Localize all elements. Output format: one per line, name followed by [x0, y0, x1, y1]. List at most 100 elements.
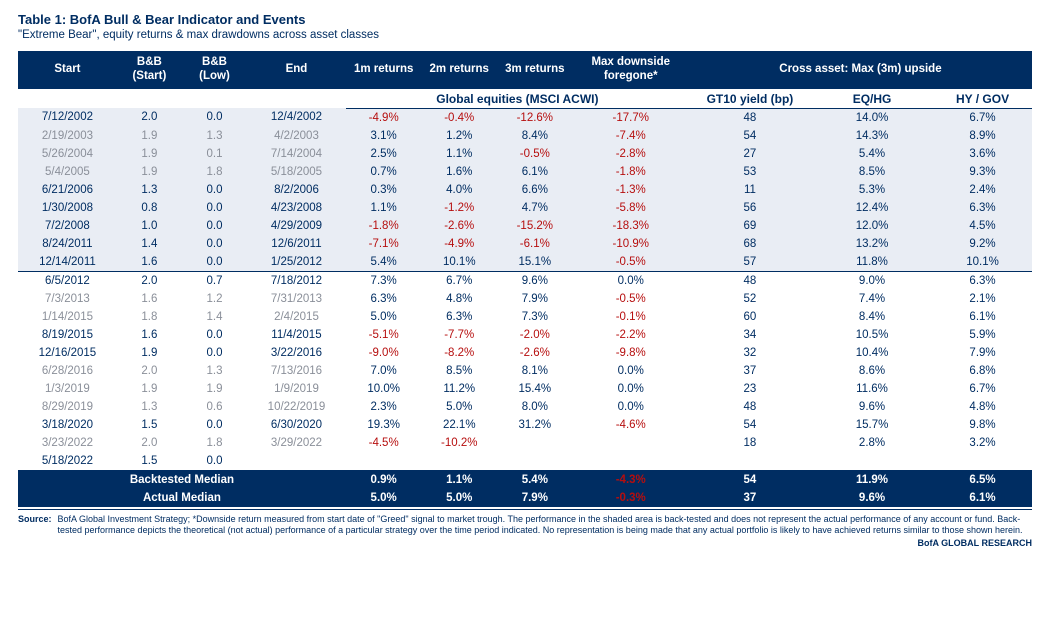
footnote: Source: BofA Global Investment Strategy;…	[18, 509, 1032, 537]
footnote-source-label: Source:	[18, 514, 52, 537]
cell: -1.8%	[573, 163, 689, 181]
cell: 1.6%	[421, 163, 497, 181]
cell: 9.3%	[933, 163, 1032, 181]
cell: 8/2/2006	[247, 181, 346, 199]
cell: 6/21/2006	[18, 181, 117, 199]
cell: 15.7%	[811, 416, 933, 434]
cell: 12.0%	[811, 217, 933, 235]
cell: 1.3	[182, 127, 247, 145]
cell: -0.5%	[497, 145, 573, 163]
cell: -15.2%	[497, 217, 573, 235]
cell: 8.9%	[933, 127, 1032, 145]
cell: 10.5%	[811, 326, 933, 344]
cell: 4.7%	[497, 199, 573, 217]
cell: 27	[689, 145, 811, 163]
cell: 34	[689, 326, 811, 344]
cell: -4.6%	[573, 416, 689, 434]
cell: 4.5%	[933, 217, 1032, 235]
cell: 1.6	[117, 253, 182, 272]
cell: 0.6	[182, 398, 247, 416]
cell: 8/24/2011	[18, 235, 117, 253]
cell: 6/30/2020	[247, 416, 346, 434]
cell: 1/14/2015	[18, 308, 117, 326]
table-row: 3/18/20201.50.06/30/202019.3%22.1%31.2%-…	[18, 416, 1032, 434]
cell: 3.2%	[933, 434, 1032, 452]
cell: 7/31/2013	[247, 290, 346, 308]
cell: 4/23/2008	[247, 199, 346, 217]
cell	[497, 434, 573, 452]
cell: 1.4	[182, 308, 247, 326]
cell: 1.9	[117, 127, 182, 145]
cell: 1.8	[117, 308, 182, 326]
cell: 6.7%	[933, 108, 1032, 127]
cell: 10/22/2019	[247, 398, 346, 416]
cell: 0.7%	[346, 163, 422, 181]
table-body: 7/12/20022.00.012/4/2002-4.9%-0.4%-12.6%…	[18, 108, 1032, 470]
cell: 1/25/2012	[247, 253, 346, 272]
cell: 4.0%	[421, 181, 497, 199]
cell: 8/19/2015	[18, 326, 117, 344]
col-start: Start	[18, 51, 117, 89]
table-row: 8/19/20151.60.011/4/2015-5.1%-7.7%-2.0%-…	[18, 326, 1032, 344]
cell: 6.7%	[421, 271, 497, 290]
cell: 4/2/2003	[247, 127, 346, 145]
cell: 7/18/2012	[247, 271, 346, 290]
col-maxd: Max downside foregone*	[573, 51, 689, 89]
cell: 9.0%	[811, 271, 933, 290]
super-header-eqhg: EQ/HG	[811, 89, 933, 109]
cell: -10.9%	[573, 235, 689, 253]
cell: 15.1%	[497, 253, 573, 272]
cell: 1.9	[182, 380, 247, 398]
cell: 0.0	[182, 181, 247, 199]
cell: 3.1%	[346, 127, 422, 145]
cell: 7.3%	[497, 308, 573, 326]
cell: 1.3	[182, 362, 247, 380]
cell: 0.1	[182, 145, 247, 163]
cell: 4.8%	[933, 398, 1032, 416]
cell: 12/4/2002	[247, 108, 346, 127]
brand-mark: BofA GLOBAL RESEARCH	[18, 538, 1032, 548]
cell: 2.0	[117, 362, 182, 380]
cell	[247, 452, 346, 471]
cell: -9.8%	[573, 344, 689, 362]
cell: 7/3/2013	[18, 290, 117, 308]
table-row: 5/18/20221.50.0	[18, 452, 1032, 471]
summary-cell: 1.1%	[421, 470, 497, 489]
table-row: 6/5/20122.00.77/18/20127.3%6.7%9.6%0.0%4…	[18, 271, 1032, 290]
cell: 6/28/2016	[18, 362, 117, 380]
cell: 1.6	[117, 326, 182, 344]
summary-cell: 5.0%	[346, 489, 422, 507]
cell: -7.1%	[346, 235, 422, 253]
cell	[573, 452, 689, 471]
summary-body: Backtested Median0.9%1.1%5.4%-4.3%5411.9…	[18, 470, 1032, 507]
summary-cell: 6.1%	[933, 489, 1032, 507]
cell: 52	[689, 290, 811, 308]
cell: 60	[689, 308, 811, 326]
cell: 3/22/2016	[247, 344, 346, 362]
cell: 1.5	[117, 452, 182, 471]
cell: 1.3	[117, 398, 182, 416]
cell: -1.2%	[421, 199, 497, 217]
summary-cell: 5.4%	[497, 470, 573, 489]
cell: 0.0	[182, 416, 247, 434]
summary-cell: 7.9%	[497, 489, 573, 507]
cell: 56	[689, 199, 811, 217]
cell: 0.0	[182, 452, 247, 471]
cell: 8.0%	[497, 398, 573, 416]
cell: 0.0%	[573, 271, 689, 290]
table-row: 1/3/20191.91.91/9/201910.0%11.2%15.4%0.0…	[18, 380, 1032, 398]
cell: 54	[689, 127, 811, 145]
cell: 0.3%	[346, 181, 422, 199]
cell: 23	[689, 380, 811, 398]
cell: 31.2%	[497, 416, 573, 434]
cell: 3/29/2022	[247, 434, 346, 452]
cell: 2.0	[117, 108, 182, 127]
cell: 1.9	[117, 344, 182, 362]
cell: -2.0%	[497, 326, 573, 344]
summary-cell: 5.0%	[421, 489, 497, 507]
col-cross-asset: Cross asset: Max (3m) upside	[689, 51, 1032, 89]
col-3m: 3m returns	[497, 51, 573, 89]
cell	[933, 452, 1032, 471]
cell: 2.5%	[346, 145, 422, 163]
cell	[689, 452, 811, 471]
